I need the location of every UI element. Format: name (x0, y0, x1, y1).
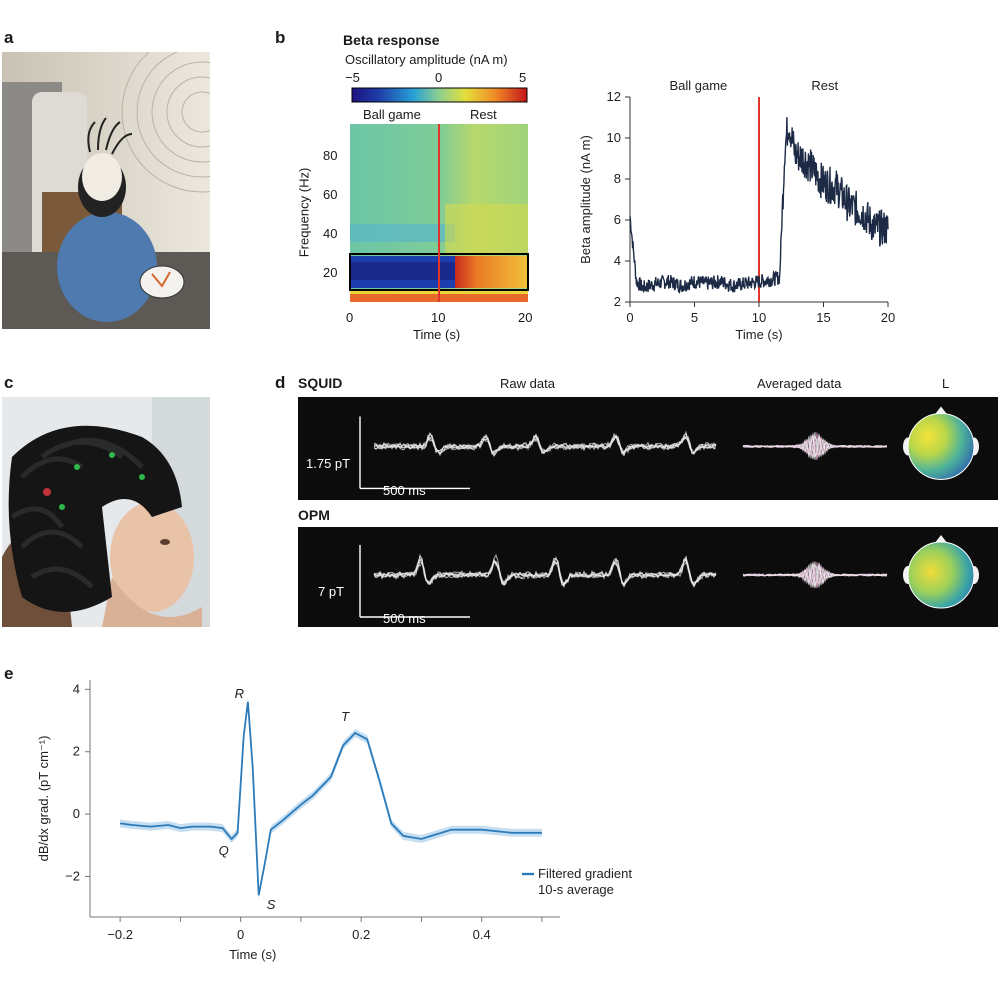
grad-xtick-label: −0.2 (107, 927, 133, 942)
opm-amplitude-scale: 7 pT (318, 584, 345, 599)
squid-topo-map (907, 412, 975, 480)
grad-annot-t: T (341, 709, 350, 724)
grad-ytick-label: 0 (73, 806, 80, 821)
grad-mean-line (119, 701, 542, 896)
grad-xtick-label: 0 (237, 927, 244, 942)
beta-ytick-label: 12 (607, 89, 621, 104)
beta-ytick-label: 2 (614, 294, 621, 309)
raw-data-label: Raw data (500, 376, 555, 391)
beta-xtick-label: 20 (881, 310, 895, 325)
opm-helmet-illustration (2, 397, 210, 627)
grad-xtick-label: 0.2 (352, 927, 370, 942)
spectrogram-xtick-10: 10 (431, 310, 446, 325)
spectrogram (349, 124, 529, 302)
spectrogram-ytick-20: 20 (323, 265, 338, 280)
beta-ytick-label: 4 (614, 253, 621, 268)
grad-ytick-label: 2 (73, 744, 80, 759)
spectrogram-annot-rest: Rest (470, 107, 497, 122)
squid-averaged-trace (742, 434, 888, 458)
beta-ytick-label: 8 (614, 171, 621, 186)
topo-hemisphere-label: L (942, 376, 950, 391)
squid-time-scale: 500 ms (383, 483, 426, 498)
spectrogram-ytick-40: 40 (323, 226, 338, 241)
grad-annot-r: R (235, 686, 244, 701)
beta-xtick-label: 15 (816, 310, 830, 325)
spectrogram-ylabel: Frequency (Hz) (296, 167, 312, 258)
opm-raw-trace (373, 555, 717, 586)
panel-label-d: d (275, 373, 286, 392)
averaged-data-label: Averaged data (757, 376, 842, 391)
colorbar (351, 87, 528, 103)
beta-xtick-label: 10 (752, 310, 766, 325)
colorbar-label: Oscillatory amplitude (nA m) (345, 52, 508, 67)
opm-topo-map (907, 541, 975, 609)
spectrogram-ytick-80: 80 (323, 148, 338, 163)
beta-xlabel: Time (s) (735, 327, 782, 342)
opm-traces (359, 535, 979, 618)
grad-legend-label-1: Filtered gradient (538, 866, 632, 881)
photo-meg-scanner (2, 52, 210, 329)
opm-label: OPM (298, 507, 330, 523)
grad-legend-label-2: 10-s average (538, 882, 614, 897)
panel-label-c: c (4, 373, 14, 392)
beta-ytick-label: 6 (614, 212, 621, 227)
beta-ytick-label: 10 (607, 130, 621, 145)
grad-confidence-band (120, 697, 542, 900)
gradient-chart: −2 0 2 4 −0.2 0 0.2 0.4 Time (s) dB/dx grad. (pT … (36, 680, 632, 962)
grad-ytick-label: 4 (73, 681, 80, 696)
spectrogram-xtick-0: 0 (346, 310, 354, 325)
beta-annot-rest: Rest (811, 78, 838, 93)
grad-xlabel: Time (s) (229, 947, 276, 962)
squid-traces (359, 406, 979, 490)
spectrogram-xlabel: Time (s) (413, 327, 461, 342)
squid-raw-trace (373, 433, 717, 458)
grad-xtick-label: 0.4 (473, 927, 491, 942)
opm-time-scale: 500 ms (383, 611, 426, 626)
panel-label-b: b (275, 28, 286, 47)
colorbar-tick-mid: 0 (435, 70, 443, 85)
beta-amplitude-line (629, 117, 889, 295)
squid-raw-trace (373, 432, 717, 455)
panel-label-a: a (4, 28, 14, 47)
spectrogram-ytick-60: 60 (323, 187, 338, 202)
beta-xtick-label: 0 (626, 310, 633, 325)
grad-annot-q: Q (219, 843, 229, 858)
beta-amplitude-chart: 2 4 6 8 10 12 0 5 10 15 20 Time (s) Beta amplitude (… (578, 78, 895, 342)
grad-ytick-label: −2 (65, 868, 80, 883)
squid-amplitude-scale: 1.75 pT (306, 456, 351, 471)
squid-label: SQUID (298, 375, 343, 391)
opm-averaged-trace (742, 562, 888, 586)
beta-annot-ball-game: Ball game (669, 78, 727, 93)
grad-ylabel: dB/dx grad. (pT cm⁻¹) (36, 736, 51, 862)
photo-opm-helmet (2, 397, 210, 627)
colorbar-tick-min: −5 (345, 70, 360, 85)
beta-ylabel: Beta amplitude (nA m) (578, 135, 593, 264)
grad-annot-s: S (267, 897, 276, 912)
opm-raw-trace (373, 553, 717, 587)
opm-raw-trace (373, 558, 717, 586)
meg-scanner-illustration (2, 52, 210, 329)
colorbar-tick-max: 5 (519, 70, 527, 85)
beta-response-title: Beta response (343, 32, 440, 48)
beta-xtick-label: 5 (691, 310, 698, 325)
opm-raw-trace (373, 553, 717, 588)
opm-raw-trace (373, 558, 717, 589)
panel-label-e: e (4, 664, 14, 683)
spectrogram-annot-ball-game: Ball game (363, 107, 421, 122)
spectrogram-xtick-20: 20 (518, 310, 533, 325)
opm-raw-trace (373, 554, 717, 589)
